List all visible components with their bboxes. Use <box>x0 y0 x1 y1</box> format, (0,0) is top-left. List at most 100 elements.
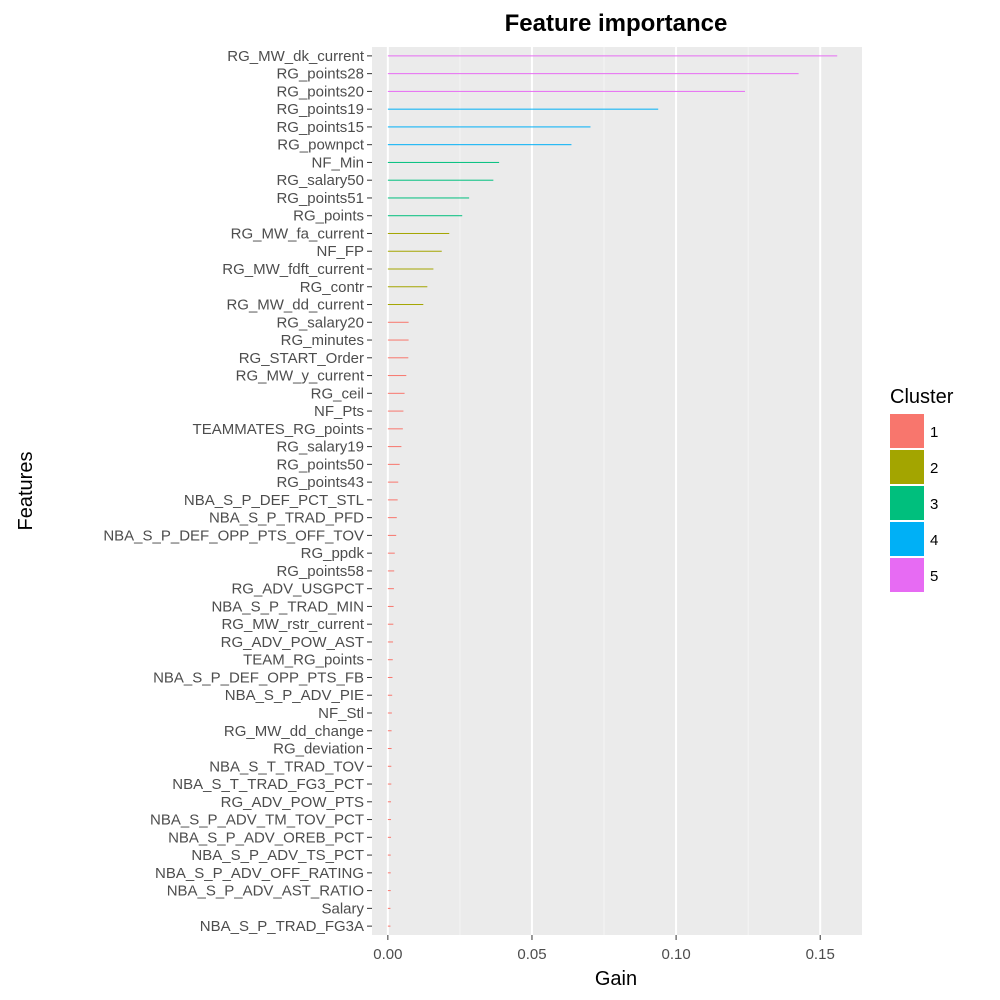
bar <box>387 499 398 501</box>
y-tick-label: NBA_S_P_ADV_TS_PCT <box>191 847 364 864</box>
bar <box>387 872 391 874</box>
y-tick-label: NBA_S_P_ADV_TM_TOV_PCT <box>150 812 364 829</box>
y-tick-label: RG_salary19 <box>276 439 364 456</box>
y-tick-label: RG_points20 <box>276 83 364 100</box>
bar <box>387 623 394 625</box>
legend-items: 1 2 3 4 5 <box>890 414 938 592</box>
y-tick-label: RG_ADV_POW_PTS <box>221 794 364 811</box>
bar <box>387 463 400 465</box>
legend-swatch <box>890 522 924 556</box>
y-tick-label: RG_MW_fa_current <box>231 225 365 242</box>
bar <box>387 321 409 323</box>
bar <box>387 854 391 856</box>
bar <box>387 286 428 288</box>
legend-swatch <box>890 414 924 448</box>
bar <box>387 55 838 57</box>
bar <box>387 357 409 359</box>
y-tick-label: NBA_S_T_TRAD_TOV <box>209 758 364 775</box>
bar <box>387 712 392 714</box>
legend-swatch <box>890 450 924 484</box>
legend-label: 5 <box>930 568 938 585</box>
y-tick-label: RG_MW_rstr_current <box>221 616 364 633</box>
y-tick-label: NF_Pts <box>314 403 364 420</box>
y-tick-label: RG_ppdk <box>301 545 365 562</box>
bar <box>387 552 395 554</box>
bar <box>387 215 463 217</box>
bar <box>387 676 393 678</box>
y-tick-label: NBA_S_P_DEF_PCT_STL <box>184 492 364 509</box>
y-tick-label: RG_ADV_USGPCT <box>231 581 364 598</box>
y-tick-label: RG_contr <box>300 279 364 296</box>
bar <box>387 836 392 838</box>
y-tick-label: NF_Min <box>311 154 364 171</box>
bar <box>387 108 659 110</box>
bar <box>387 890 391 892</box>
y-tick-label: RG_MW_y_current <box>236 368 365 385</box>
y-tick-label: RG_points28 <box>276 66 364 83</box>
bar <box>387 179 494 181</box>
y-tick-label: RG_pownpct <box>277 137 365 154</box>
bar-series <box>387 55 838 927</box>
bar <box>387 232 450 234</box>
bar <box>387 446 402 448</box>
y-tick-label: RG_ADV_POW_AST <box>221 634 364 651</box>
x-tick-label: 0.15 <box>806 946 835 963</box>
bar <box>387 765 392 767</box>
x-tick-label: 0.00 <box>373 946 402 963</box>
bar <box>387 339 409 341</box>
bar <box>387 197 470 199</box>
y-tick-label: NBA_S_P_TRAD_MIN <box>211 598 364 615</box>
y-tick-label: NBA_S_T_TRAD_FG3_PCT <box>172 776 364 793</box>
x-axis-title: Gain <box>595 968 637 990</box>
y-tick-label: NBA_S_P_TRAD_FG3A <box>200 918 364 935</box>
bar <box>387 570 395 572</box>
bar <box>387 588 394 590</box>
legend-swatch <box>890 558 924 592</box>
bar <box>387 250 442 252</box>
bar <box>387 783 392 785</box>
y-tick-label: TEAMMATES_RG_points <box>193 421 364 438</box>
y-tick-label: NBA_S_P_ADV_PIE <box>225 687 364 704</box>
y-tick-label: TEAM_RG_points <box>243 652 364 669</box>
y-axis-title: Features <box>15 452 37 531</box>
bar <box>387 641 394 643</box>
bar <box>387 375 407 377</box>
legend-label: 4 <box>930 532 938 549</box>
bar <box>387 410 404 412</box>
legend-label: 1 <box>930 424 938 441</box>
y-tick-label: RG_points19 <box>276 101 364 118</box>
y-tick-label: RG_points15 <box>276 119 364 136</box>
bar <box>387 392 405 394</box>
legend-label: 3 <box>930 496 938 513</box>
y-tick-label: RG_points51 <box>276 190 364 207</box>
x-tick-label: 0.10 <box>661 946 690 963</box>
bar <box>387 90 745 92</box>
y-tick-label: RG_salary50 <box>276 172 364 189</box>
y-tick-label: RG_deviation <box>273 741 364 758</box>
plot-panel <box>372 47 862 935</box>
y-tick-label: RG_MW_dd_current <box>226 297 364 314</box>
x-tick-label: 0.05 <box>517 946 546 963</box>
y-tick-label: RG_MW_dk_current <box>227 48 365 65</box>
bar <box>387 748 392 750</box>
y-tick-label: RG_minutes <box>281 332 364 349</box>
y-tick-label: NBA_S_P_DEF_OPP_PTS_OFF_TOV <box>103 527 364 544</box>
y-tick-label: RG_ceil <box>311 385 364 402</box>
bar <box>387 925 391 927</box>
bar <box>387 694 393 696</box>
y-tick-label: NBA_S_P_TRAD_PFD <box>209 510 364 527</box>
bar <box>387 801 392 803</box>
gridlines <box>386 47 822 935</box>
bar <box>387 481 399 483</box>
y-tick-label: NF_FP <box>316 243 364 260</box>
bar <box>387 730 392 732</box>
legend-title: Cluster <box>890 386 954 408</box>
bar <box>387 517 397 519</box>
bar <box>387 268 434 270</box>
y-tick-label: RG_MW_dd_change <box>224 723 364 740</box>
legend-swatch <box>890 486 924 520</box>
bar <box>387 144 572 146</box>
y-axis-ticks: RG_MW_dk_currentRG_points28RG_points20RG… <box>103 48 372 935</box>
bar <box>387 605 394 607</box>
